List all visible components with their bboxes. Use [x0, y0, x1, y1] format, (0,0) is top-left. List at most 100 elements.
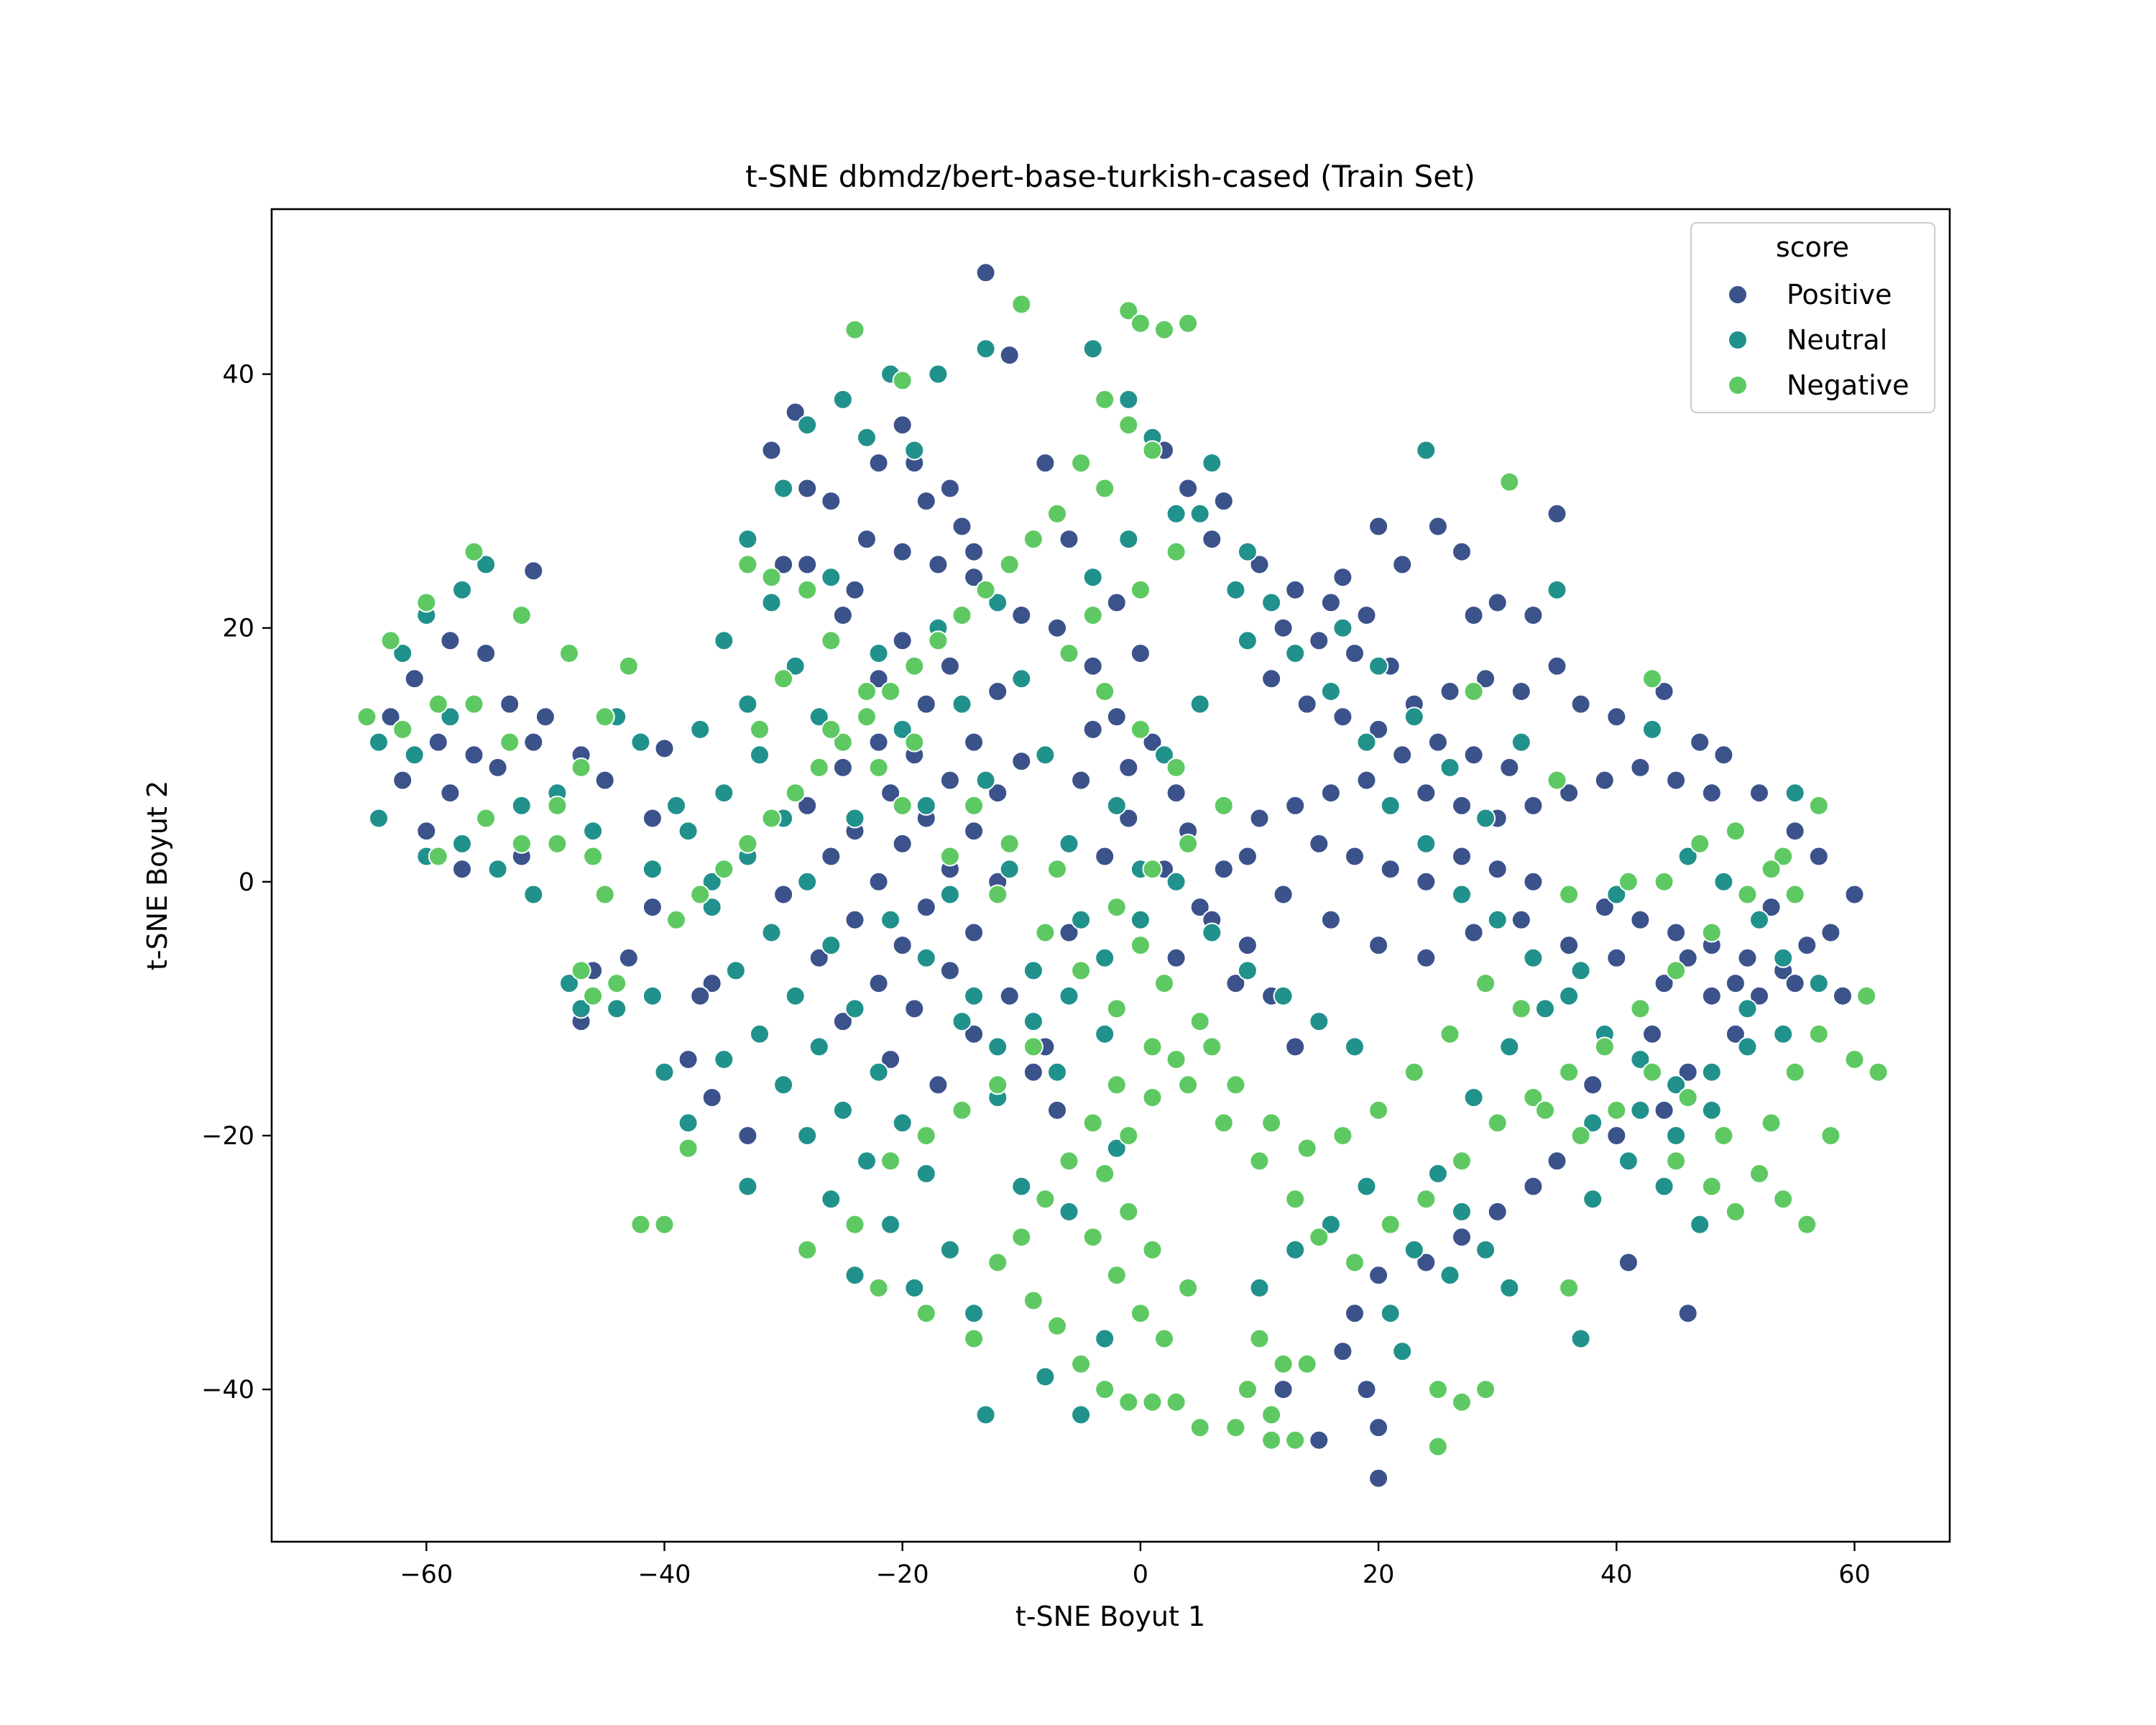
data-point-negative: [1166, 1392, 1187, 1412]
data-point-negative: [1761, 859, 1782, 880]
data-point-neutral: [452, 579, 472, 600]
data-point-negative: [1142, 1392, 1163, 1412]
data-point-positive: [773, 884, 794, 905]
data-point-positive: [939, 960, 960, 981]
data-point-negative: [987, 884, 1008, 905]
data-point-positive: [999, 345, 1020, 366]
data-point-negative: [785, 783, 806, 804]
data-point-negative: [1118, 1126, 1139, 1146]
data-point-positive: [892, 935, 913, 956]
data-point-neutral: [844, 998, 865, 1019]
data-point-negative: [1535, 1100, 1555, 1121]
data-point-negative: [1035, 1189, 1056, 1210]
data-point-negative: [1106, 897, 1127, 918]
data-point-negative: [511, 605, 532, 625]
data-point-negative: [547, 795, 568, 816]
data-point-neutral: [1427, 1163, 1448, 1184]
data-point-positive: [1368, 516, 1389, 537]
data-point-negative: [1106, 1075, 1127, 1095]
data-point-positive: [1309, 1430, 1330, 1450]
data-point-negative: [1523, 1087, 1544, 1108]
data-point-positive: [868, 668, 889, 689]
data-point-neutral: [916, 795, 936, 816]
data-point-positive: [1844, 884, 1865, 905]
data-point-negative: [1844, 1049, 1865, 1070]
data-point-negative: [1273, 1353, 1294, 1374]
data-point-negative: [1511, 998, 1531, 1019]
y-tick-label: 40: [222, 361, 254, 390]
data-point-neutral: [642, 859, 663, 880]
data-point-neutral: [880, 909, 901, 930]
data-point-neutral: [1011, 1176, 1032, 1197]
data-point-positive: [832, 605, 853, 625]
data-point-positive: [1523, 871, 1544, 892]
data-point-negative: [939, 846, 960, 867]
data-point-positive: [1392, 554, 1413, 575]
data-point-negative: [1784, 884, 1805, 905]
data-point-neutral: [928, 364, 949, 385]
data-point-negative: [1594, 1036, 1615, 1057]
legend-box: [1690, 222, 1935, 413]
data-point-positive: [1618, 1252, 1639, 1273]
data-point-negative: [678, 1138, 699, 1159]
data-point-negative: [952, 1100, 972, 1121]
data-point-negative: [1690, 833, 1710, 854]
data-point-negative: [892, 370, 913, 391]
data-point-neutral: [939, 884, 960, 905]
data-point-positive: [964, 732, 985, 753]
series-negative: [356, 294, 1889, 1457]
data-point-negative: [1249, 1328, 1270, 1349]
data-point-neutral: [1666, 1126, 1687, 1146]
data-point-neutral: [1380, 1303, 1401, 1324]
data-point-positive: [1452, 1227, 1472, 1248]
data-point-neutral: [714, 1049, 734, 1070]
data-point-positive: [1427, 516, 1448, 537]
data-point-neutral: [369, 808, 389, 829]
data-point-neutral: [808, 1036, 829, 1057]
x-tick-label: 60: [1838, 1560, 1871, 1589]
data-point-neutral: [1059, 985, 1079, 1006]
legend-label-neutral: Neutral: [1787, 324, 1887, 356]
data-point-neutral: [1583, 1189, 1603, 1210]
data-point-positive: [1166, 947, 1187, 968]
data-point-negative: [880, 681, 901, 702]
data-point-positive: [1225, 973, 1246, 994]
data-point-positive: [654, 738, 675, 759]
data-point-positive: [1285, 579, 1306, 600]
data-point-negative: [583, 985, 604, 1006]
data-point-negative: [428, 846, 448, 867]
data-point-positive: [1368, 1417, 1389, 1438]
data-point-positive: [1106, 592, 1127, 613]
data-point-neutral: [1249, 1277, 1270, 1298]
data-point-neutral: [678, 1113, 699, 1133]
data-point-negative: [1118, 415, 1139, 436]
data-point-negative: [1725, 1201, 1746, 1222]
data-point-negative: [1095, 681, 1115, 702]
data-point-negative: [559, 643, 579, 663]
data-point-negative: [1654, 871, 1674, 892]
data-point-positive: [1833, 985, 1853, 1006]
data-point-negative: [797, 579, 818, 600]
data-point-negative: [1427, 1379, 1448, 1400]
data-point-negative: [1296, 1353, 1317, 1374]
data-point-neutral: [964, 1303, 985, 1324]
data-point-positive: [868, 871, 889, 892]
data-point-positive: [1701, 985, 1722, 1006]
data-point-negative: [1142, 1036, 1163, 1057]
data-point-negative: [1416, 1189, 1437, 1210]
data-point-positive: [1416, 871, 1437, 892]
data-point-positive: [464, 745, 484, 765]
data-point-negative: [880, 1151, 901, 1172]
data-point-positive: [999, 985, 1020, 1006]
data-point-negative: [1808, 795, 1829, 816]
data-point-neutral: [1499, 1277, 1520, 1298]
data-point-negative: [1225, 1075, 1246, 1095]
data-point-positive: [1356, 605, 1377, 625]
data-point-negative: [1130, 935, 1151, 956]
data-point-positive: [404, 668, 425, 689]
data-point-negative: [868, 757, 889, 778]
data-point-negative: [1178, 1075, 1199, 1095]
data-point-negative: [1749, 1163, 1769, 1184]
data-point-positive: [1677, 947, 1698, 968]
legend-label-positive: Positive: [1787, 279, 1892, 310]
